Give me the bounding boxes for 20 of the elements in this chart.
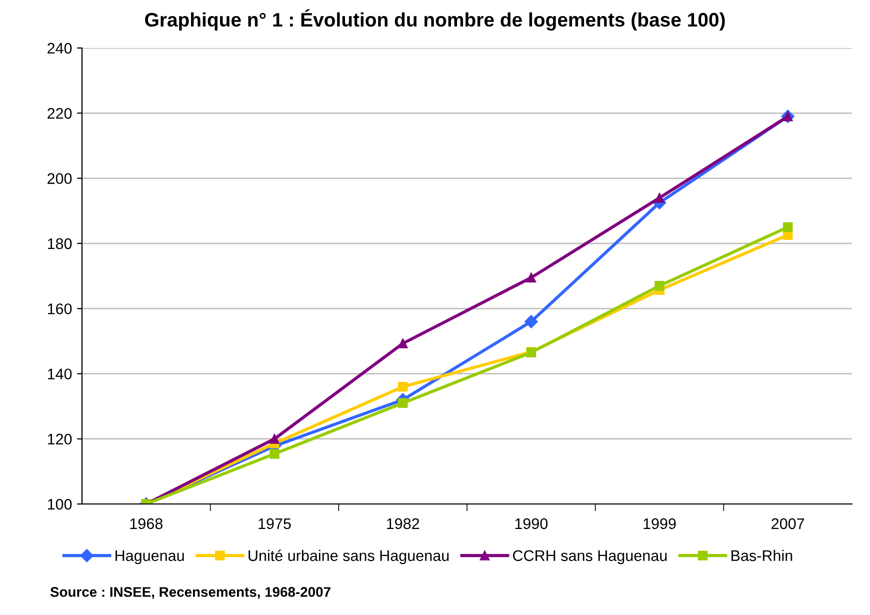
y-tick-label: 100	[48, 498, 72, 510]
y-tick-label: 240	[48, 42, 72, 54]
legend-label: Bas-Rhin	[732, 550, 792, 562]
y-tick-label: 160	[48, 303, 72, 314]
y-tick-label: 120	[48, 434, 72, 445]
source-note: Source : INSEE, Recensements, 1968-2007	[50, 587, 330, 599]
y-tick-label: 220	[48, 108, 72, 119]
x-tick-label: 2007	[772, 518, 804, 530]
legend-label: Haguenau	[116, 550, 184, 564]
y-tick-label: 140	[48, 368, 72, 380]
legend-label: CCRH sans Haguenau	[513, 550, 667, 564]
y-tick-label: 200	[48, 173, 72, 184]
chart-title: Graphique n° 1 : Évolution du nombre de logements (base 100)	[145, 9, 725, 31]
y-tick-label: 180	[48, 238, 72, 250]
x-tick-label: 1990	[515, 518, 548, 530]
x-tick-label: 1999	[644, 518, 676, 530]
x-tick-label: 1968	[130, 518, 162, 530]
legend-label: Unité urbaine sans Haguenau	[248, 550, 449, 564]
x-tick-label: 1982	[387, 518, 420, 530]
x-tick-label: 1975	[258, 518, 291, 530]
